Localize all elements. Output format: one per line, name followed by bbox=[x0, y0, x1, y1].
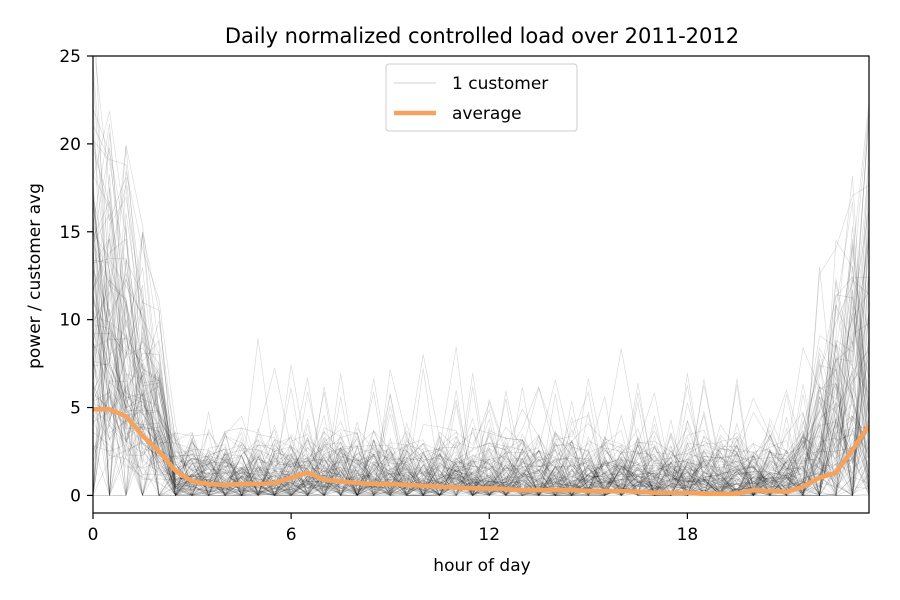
customer-trace bbox=[93, 175, 869, 497]
customer-trace bbox=[95, 56, 869, 497]
chart-title: Daily normalized controlled load over 20… bbox=[225, 24, 739, 48]
customer-trace bbox=[93, 223, 869, 497]
customer-trace bbox=[93, 312, 869, 497]
customer-trace bbox=[93, 194, 869, 496]
customer-trace bbox=[93, 238, 869, 496]
customer-trace bbox=[93, 424, 869, 497]
customer-trace bbox=[93, 395, 869, 497]
legend-label: 1 customer bbox=[452, 74, 548, 94]
customer-trace bbox=[93, 279, 869, 496]
y-tick-label: 25 bbox=[59, 47, 81, 67]
customer-trace bbox=[93, 215, 869, 497]
customer-trace bbox=[93, 336, 869, 496]
customer-trace bbox=[93, 100, 869, 497]
customer-trace bbox=[93, 108, 869, 497]
y-tick-label: 5 bbox=[70, 399, 81, 419]
y-tick-label: 15 bbox=[59, 223, 81, 243]
customer-trace bbox=[93, 380, 869, 496]
customer-trace bbox=[93, 105, 869, 497]
customer-trace bbox=[93, 203, 869, 497]
customer-trace bbox=[93, 258, 869, 497]
customer-trace bbox=[93, 239, 869, 497]
series-average-line bbox=[93, 407, 869, 496]
y-tick-label: 10 bbox=[59, 311, 81, 331]
x-tick-label: 12 bbox=[478, 525, 500, 545]
customer-trace bbox=[93, 342, 869, 497]
customer-trace bbox=[93, 358, 869, 496]
customer-trace bbox=[93, 163, 869, 497]
customer-trace bbox=[93, 146, 869, 497]
customer-trace bbox=[93, 93, 869, 497]
y-tick-label: 0 bbox=[70, 486, 81, 506]
customer-trace bbox=[93, 394, 869, 497]
customer-trace bbox=[93, 270, 869, 496]
customer-trace bbox=[93, 124, 869, 497]
customer-trace bbox=[93, 268, 869, 497]
customer-trace bbox=[93, 111, 869, 497]
customer-trace bbox=[93, 387, 869, 496]
customer-trace bbox=[94, 56, 869, 497]
customer-trace bbox=[93, 139, 869, 497]
customer-trace bbox=[93, 275, 869, 497]
customer-trace bbox=[93, 331, 869, 497]
customer-trace bbox=[93, 73, 869, 497]
customer-trace bbox=[93, 276, 869, 497]
customer-trace bbox=[93, 279, 869, 496]
legend-label: average bbox=[452, 104, 522, 124]
customer-trace bbox=[93, 272, 869, 497]
customer-trace bbox=[93, 292, 869, 496]
plot-area bbox=[93, 56, 869, 497]
legend: 1 customer average bbox=[385, 63, 578, 132]
customer-trace bbox=[93, 202, 869, 497]
customer-trace bbox=[93, 324, 869, 497]
customer-trace bbox=[93, 273, 869, 497]
customer-trace bbox=[93, 373, 869, 496]
customer-trace bbox=[93, 300, 869, 497]
customer-trace bbox=[93, 300, 869, 497]
customer-trace bbox=[93, 174, 869, 497]
customer-trace bbox=[93, 383, 869, 496]
x-tick-label: 6 bbox=[286, 525, 297, 545]
customer-trace bbox=[93, 196, 869, 497]
customer-trace bbox=[93, 308, 869, 496]
customer-trace bbox=[93, 185, 869, 497]
customer-trace bbox=[93, 323, 869, 497]
customer-trace bbox=[93, 188, 869, 497]
customer-trace bbox=[93, 360, 869, 496]
x-tick-label: 0 bbox=[88, 525, 99, 545]
customer-trace bbox=[93, 62, 869, 497]
customer-trace bbox=[93, 132, 869, 496]
y-axis-label: power / customer avg bbox=[25, 183, 45, 369]
y-tick-label: 20 bbox=[59, 135, 81, 155]
customer-trace bbox=[93, 130, 869, 497]
customer-trace bbox=[93, 139, 869, 497]
customer-trace bbox=[93, 395, 869, 496]
customer-trace bbox=[93, 197, 869, 497]
customer-trace bbox=[93, 209, 869, 497]
customer-trace bbox=[93, 108, 869, 497]
customer-trace bbox=[93, 224, 869, 496]
customer-trace bbox=[93, 120, 869, 497]
customer-trace bbox=[93, 316, 869, 497]
customer-trace bbox=[93, 224, 869, 497]
customer-trace bbox=[93, 275, 869, 497]
customer-trace bbox=[93, 391, 869, 496]
customer-trace bbox=[93, 288, 869, 497]
customer-trace bbox=[93, 196, 869, 497]
x-axis-label: hour of day bbox=[433, 556, 530, 576]
customer-trace bbox=[93, 356, 869, 496]
customer-trace bbox=[93, 149, 869, 496]
plot-frame bbox=[92, 55, 870, 514]
customer-trace bbox=[93, 184, 869, 497]
customer-trace bbox=[93, 290, 869, 496]
axes: 0 6 12 18 0 5 10 15 20 25 bbox=[59, 47, 870, 545]
customer-trace bbox=[93, 218, 869, 497]
x-tick-label: 18 bbox=[677, 525, 699, 545]
customer-trace bbox=[93, 232, 869, 497]
customer-trace bbox=[93, 113, 869, 497]
customer-trace bbox=[93, 442, 869, 496]
